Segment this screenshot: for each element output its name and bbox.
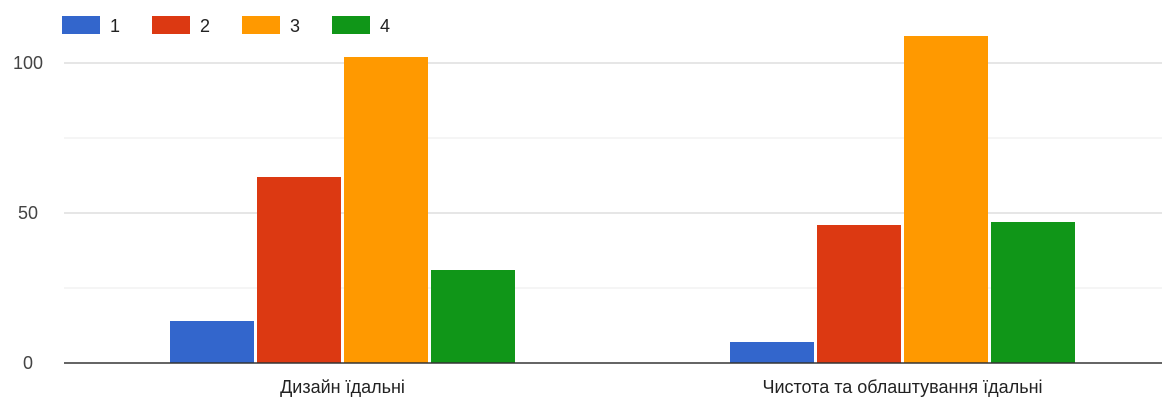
bar-series-4-cat-1	[431, 270, 515, 363]
bar-series-3-cat-1	[344, 57, 428, 363]
legend-label-1: 1	[110, 16, 120, 36]
bar-series-2-cat-1	[257, 177, 341, 363]
bar-series-4-cat-2	[991, 222, 1075, 363]
x-category-label: Дизайн їдальні	[280, 377, 405, 397]
legend-swatch-3	[242, 16, 280, 34]
axes: 0 50 100 Дизайн їдальні Чистота та облаштува…	[13, 53, 1162, 397]
bar-series-1-cat-1	[170, 321, 254, 363]
y-tick-label: 0	[23, 353, 33, 373]
bar-series-2-cat-2	[817, 225, 901, 363]
legend-swatch-2	[152, 16, 190, 34]
legend-label-2: 2	[200, 16, 210, 36]
bar-series-1-cat-2	[730, 342, 814, 363]
x-category-label: Чистота та облаштування їдальні	[762, 377, 1042, 397]
y-tick-label: 50	[18, 203, 38, 223]
legend-swatch-4	[332, 16, 370, 34]
legend-swatch-1	[62, 16, 100, 34]
bar-series-3-cat-2	[904, 36, 988, 363]
legend-label-4: 4	[380, 16, 390, 36]
legend: 1 2 3 4	[62, 16, 390, 36]
y-tick-label: 100	[13, 53, 43, 73]
bars	[170, 36, 1075, 363]
legend-label-3: 3	[290, 16, 300, 36]
